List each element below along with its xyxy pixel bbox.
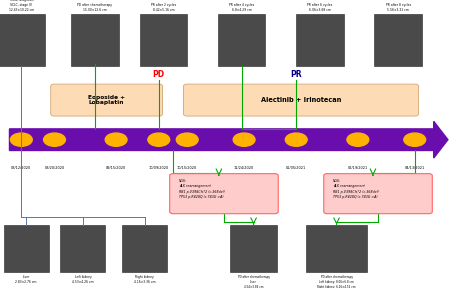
Bar (61, 225, 105, 272)
Circle shape (176, 133, 198, 146)
Text: PD after chemotherapy
Left kidney: 8.06×6.8 cm
Right kidney: 6.26×4.52 cm: PD after chemotherapy Left kidney: 8.06×… (317, 275, 356, 288)
FancyBboxPatch shape (183, 84, 419, 116)
Bar (374, 14, 422, 66)
FancyBboxPatch shape (170, 174, 278, 214)
Bar (306, 225, 367, 272)
Text: PR after 2 cycles
8.42×5.16 cm: PR after 2 cycles 8.42×5.16 cm (151, 3, 176, 12)
Text: PD: PD (153, 70, 165, 79)
Circle shape (105, 133, 127, 146)
Bar (140, 14, 187, 66)
Bar (3, 225, 48, 272)
Text: Eoposide +
Lobaplatin: Eoposide + Lobaplatin (88, 95, 125, 105)
Bar (71, 14, 118, 66)
Text: PR: PR (291, 70, 302, 79)
Text: NGS:
ALK rearrangement
RB1 p.V398Cfs*2 (c.368del)
TP53 p.R428Q (c.743G >A): NGS: ALK rearrangement RB1 p.V398Cfs*2 (… (333, 179, 379, 199)
FancyBboxPatch shape (51, 84, 163, 116)
Text: 04/13/2021: 04/13/2021 (405, 166, 425, 170)
Text: 09/15/2020: 09/15/2020 (106, 166, 126, 170)
Text: 10/09/2020: 10/09/2020 (149, 166, 169, 170)
Text: 08/20/2020: 08/20/2020 (45, 166, 64, 170)
Text: Alectinib + Irinotecan: Alectinib + Irinotecan (261, 97, 341, 103)
Circle shape (404, 133, 426, 146)
Text: Liver
2.83×2.76 cm: Liver 2.83×2.76 cm (15, 275, 37, 284)
Text: NGS:
ALK rearrangement
RB1 p.V398Cfs*2 (c.368del)
TP53 p.R428Q (c.743G >A): NGS: ALK rearrangement RB1 p.V398Cfs*2 (… (179, 179, 225, 199)
Text: 01/05/2021: 01/05/2021 (286, 166, 306, 170)
Text: Initial diagnosis
SCLC, stage IV
12.43×10.22 cm: Initial diagnosis SCLC, stage IV 12.43×1… (9, 0, 34, 12)
Circle shape (285, 133, 307, 146)
Bar (296, 14, 344, 66)
Bar (218, 14, 265, 66)
Bar (0, 14, 45, 66)
Text: PR after 8 cycles
5.56×3.31 cm: PR after 8 cycles 5.56×3.31 cm (385, 3, 411, 12)
FancyBboxPatch shape (324, 174, 432, 214)
FancyArrow shape (9, 121, 448, 158)
Text: PR after 6 cycles
6.06×3.68 cm: PR after 6 cycles 6.06×3.68 cm (307, 3, 333, 12)
Circle shape (10, 133, 32, 146)
Text: Left kidney
4.53×4.26 cm: Left kidney 4.53×4.26 cm (72, 275, 94, 284)
Bar (122, 225, 167, 272)
Text: Right kidney
4.16×3.36 cm: Right kidney 4.16×3.36 cm (134, 275, 155, 284)
Text: PR after 4 cycles
6.8×4.29 cm: PR after 4 cycles 6.8×4.29 cm (229, 3, 255, 12)
Circle shape (233, 133, 255, 146)
Bar (230, 225, 277, 272)
Text: 11/24/2020: 11/24/2020 (234, 166, 254, 170)
Text: 08/12/2020: 08/12/2020 (11, 166, 31, 170)
Text: PD after chemotherapy
15.00×12.6 cm: PD after chemotherapy 15.00×12.6 cm (77, 3, 112, 12)
Circle shape (347, 133, 369, 146)
Circle shape (148, 133, 170, 146)
Text: PD after chemotherapy
Liver
4.54×3.84 cm: PD after chemotherapy Liver 4.54×3.84 cm (237, 275, 270, 288)
Text: 10/15/2020: 10/15/2020 (177, 166, 197, 170)
Text: 02/19/2021: 02/19/2021 (348, 166, 368, 170)
Circle shape (44, 133, 65, 146)
